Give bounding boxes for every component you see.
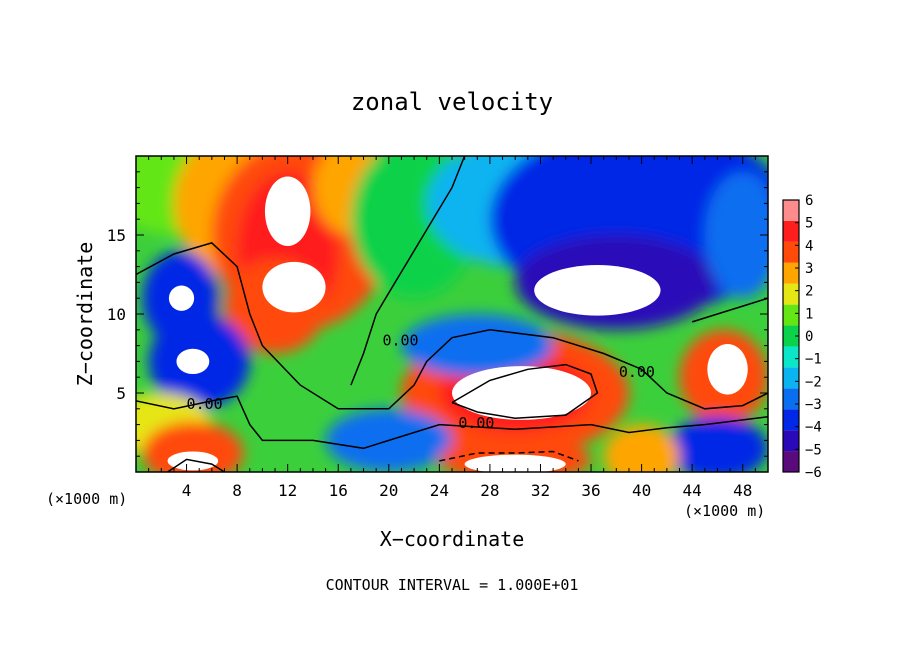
x-tick-label: 4 (182, 481, 192, 500)
colorbar-swatch (783, 220, 799, 242)
colorbar-tick-label: 4 (805, 238, 813, 254)
contour-interval-note: CONTOUR INTERVAL = 1.000E+01 (325, 576, 579, 594)
colorbar-tick-label: 2 (805, 284, 813, 300)
colorbar-swatch (783, 325, 799, 347)
zero-contour-3 (136, 395, 768, 450)
colorbar-tick-label: 1 (805, 306, 813, 322)
x-unit-label-right: (×1000 m) (684, 502, 766, 520)
colorbar-swatch (783, 388, 799, 410)
heatmap-field (136, 156, 768, 472)
colorbar-tick-label: 6 (805, 193, 813, 209)
colorbar-tick-label: −4 (805, 420, 822, 436)
colorbar-tick-label: −1 (805, 352, 822, 368)
x-tick-label: 16 (329, 481, 348, 500)
white-region-7 (707, 344, 748, 395)
colorbar-swatch (783, 451, 799, 472)
white-region-4 (452, 366, 592, 420)
chart-title: zonal velocity (350, 88, 554, 116)
contour-label: 0.00 (619, 363, 655, 381)
x-tick-label: 32 (531, 481, 550, 500)
colorbar-tick-label: −3 (805, 397, 822, 413)
colorbar-swatch (783, 200, 799, 221)
colorbar-tick-label: 0 (805, 329, 813, 345)
bottom-dashed-contour (439, 450, 579, 462)
zero-contour-2 (350, 156, 466, 386)
x-tick-label: 28 (480, 481, 499, 500)
x-tick-label: 20 (379, 481, 398, 500)
bottom-left-contour (167, 458, 225, 472)
zero-contour-4 (691, 297, 768, 323)
contour-lines: 0.00 0.00 0.00 0.00 (136, 156, 768, 472)
x-tick-label: 44 (683, 481, 702, 500)
blob-blue-mid (401, 314, 554, 378)
colorbar-tick-label: −2 (805, 374, 822, 390)
saturated-regions (167, 176, 748, 472)
colorbar-swatch (783, 430, 799, 452)
jet-contour (451, 363, 599, 420)
blob-blue-right (704, 171, 768, 299)
x-axis-label: X−coordinate (379, 527, 525, 551)
colorbar-swatch (783, 409, 799, 431)
white-region-1 (264, 176, 311, 247)
y-tick-label: 15 (107, 226, 126, 245)
blob-blue-bottom-right (666, 416, 768, 472)
x-tick-label: 8 (232, 481, 242, 500)
colorbar-swatch (783, 304, 799, 326)
colorbar-swatch (783, 241, 799, 263)
white-region-3 (534, 265, 661, 316)
colorbar-tick-label: −6 (805, 465, 822, 481)
x-tick-label: 24 (430, 481, 449, 500)
colorbar-swatch (783, 346, 799, 368)
white-region-2 (262, 261, 326, 313)
x-tick-label: 48 (733, 481, 752, 500)
y-tick-label: 10 (107, 305, 126, 324)
colorbar: 6 5 4 3 2 1 0 −1 −2 −3 −4 −5 −6 (782, 193, 822, 481)
colorbar-tick-label: 5 (805, 216, 813, 232)
blob-red-bottom-left (142, 421, 244, 472)
white-region-5 (168, 285, 195, 311)
colorbar-tick-label: 3 (805, 261, 813, 277)
y-tick-label: 5 (116, 384, 126, 403)
zero-contour-1 (136, 242, 768, 410)
contour-label: 0.00 (458, 414, 494, 432)
x-tick-label: 36 (581, 481, 600, 500)
x-tick-label: 40 (632, 481, 651, 500)
colorbar-tick-label: −5 (805, 442, 822, 458)
x-unit-label: (×1000 m) (46, 490, 128, 508)
blob-orange-bottom (603, 424, 680, 472)
colorbar-swatch (783, 367, 799, 389)
colorbar-swatch (783, 283, 799, 305)
y-axis-label: Z−coordinate (73, 242, 97, 387)
white-region-6 (176, 348, 210, 375)
contour-label: 0.00 (382, 332, 418, 350)
colorbar-swatch (783, 262, 799, 284)
contour-label: 0.00 (187, 395, 223, 413)
x-tick-label: 12 (278, 481, 297, 500)
